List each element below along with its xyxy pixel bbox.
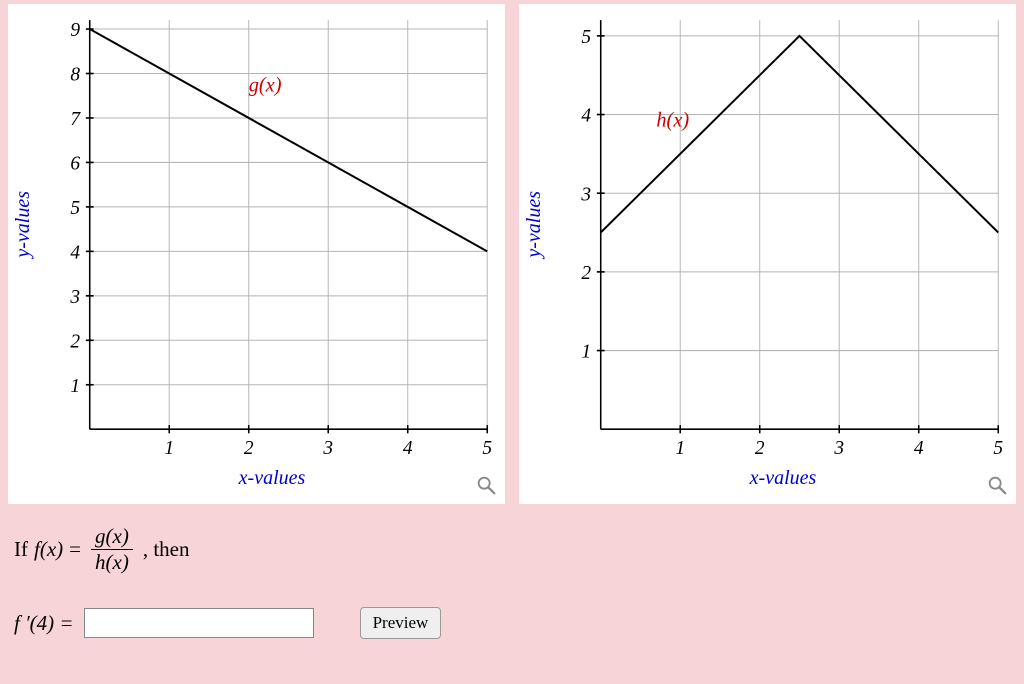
svg-text:g(x): g(x)	[249, 72, 282, 97]
page-container: y-values 1 2 3 4 5 1 2 3 4 5 6 7 8 9 g(x) x-values y-v…	[0, 0, 1024, 684]
q-prefix: If	[14, 537, 28, 562]
svg-text:2: 2	[581, 262, 591, 285]
q-denominator: h(x)	[91, 549, 133, 575]
q-fx: f(x)	[34, 537, 63, 562]
fprime-label: f ′(4) =	[14, 611, 74, 636]
right-chart-svg: 1 2 3 4 5 1 2 3 4 5 h(x)	[560, 14, 1006, 464]
q-fraction: g(x) h(x)	[91, 524, 133, 575]
left-chart-panel: y-values 1 2 3 4 5 1 2 3 4 5 6 7 8 9 g(x) x-values	[8, 4, 505, 504]
right-chart-panel: y-values 1 2 3 4 5 1 2 3 4 5 h(x) x-values	[519, 4, 1016, 504]
svg-text:1: 1	[675, 436, 685, 459]
svg-text:4: 4	[403, 436, 413, 459]
charts-row: y-values 1 2 3 4 5 1 2 3 4 5 6 7 8 9 g(x) x-values y-v…	[0, 0, 1024, 504]
left-plot-wrap: 1 2 3 4 5 1 2 3 4 5 6 7 8 9 g(x) x-values	[39, 4, 505, 504]
svg-text:2: 2	[755, 436, 765, 459]
right-plot-wrap: 1 2 3 4 5 1 2 3 4 5 h(x) x-values	[550, 4, 1016, 504]
svg-text:3: 3	[580, 183, 591, 206]
svg-text:5: 5	[993, 436, 1003, 459]
svg-text:5: 5	[70, 197, 80, 220]
svg-text:h(x): h(x)	[656, 107, 689, 132]
svg-text:7: 7	[70, 108, 81, 131]
svg-text:5: 5	[581, 26, 591, 49]
svg-text:3: 3	[833, 436, 844, 459]
svg-text:5: 5	[482, 436, 492, 459]
question-equation: If f(x) = g(x) h(x) , then	[14, 524, 1010, 575]
svg-text:1: 1	[581, 340, 591, 363]
svg-text:3: 3	[322, 436, 333, 459]
q-eq: =	[69, 537, 81, 562]
right-y-axis-label: y-values	[519, 191, 550, 258]
answer-input[interactable]	[84, 608, 314, 638]
magnify-icon[interactable]	[475, 474, 497, 496]
right-x-axis-label: x-values	[550, 467, 1016, 490]
left-chart-svg: 1 2 3 4 5 1 2 3 4 5 6 7 8 9 g(x)	[49, 14, 495, 464]
svg-text:4: 4	[581, 104, 591, 127]
q-suffix: , then	[143, 537, 190, 562]
svg-text:4: 4	[70, 241, 80, 264]
left-x-axis-label: x-values	[39, 467, 505, 490]
svg-text:1: 1	[164, 436, 174, 459]
magnify-icon[interactable]	[986, 474, 1008, 496]
svg-text:6: 6	[70, 152, 80, 175]
svg-text:1: 1	[70, 374, 80, 397]
svg-text:2: 2	[244, 436, 254, 459]
preview-button[interactable]: Preview	[360, 607, 442, 639]
svg-text:8: 8	[70, 63, 80, 86]
question-area: If f(x) = g(x) h(x) , then f ′(4) = Prev…	[0, 504, 1024, 639]
svg-text:4: 4	[914, 436, 924, 459]
svg-text:3: 3	[69, 286, 80, 309]
answer-row: f ′(4) = Preview	[14, 607, 1010, 639]
left-y-axis-label: y-values	[8, 191, 39, 258]
svg-text:9: 9	[70, 19, 80, 42]
svg-text:2: 2	[70, 330, 80, 353]
q-numerator: g(x)	[91, 524, 133, 549]
